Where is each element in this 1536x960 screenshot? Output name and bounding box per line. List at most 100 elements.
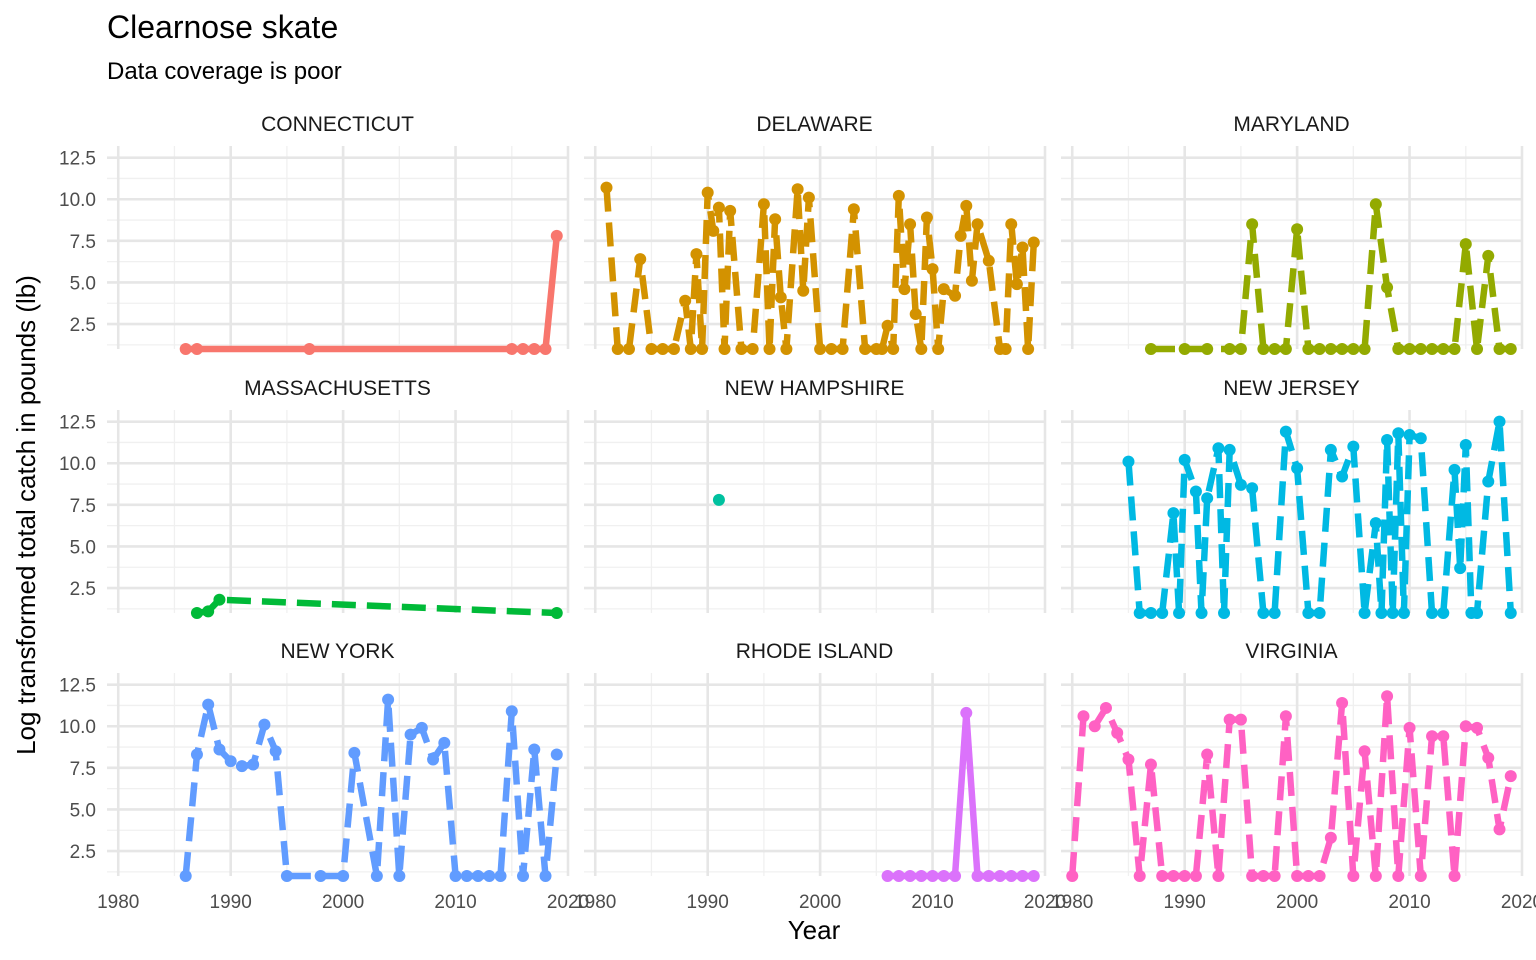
panel-title: DELAWARE — [756, 113, 872, 136]
data-point — [1133, 870, 1146, 882]
data-point — [460, 870, 473, 882]
data-point — [517, 870, 530, 882]
data-point — [438, 736, 451, 749]
data-point — [1027, 870, 1040, 882]
data-point — [1426, 607, 1439, 619]
data-point — [1234, 343, 1247, 355]
data-point — [1022, 343, 1035, 355]
data-point — [1324, 443, 1337, 456]
data-point — [932, 343, 945, 355]
data-point — [1324, 343, 1337, 355]
data-point — [1268, 607, 1281, 619]
data-point — [971, 218, 984, 231]
data-point — [645, 343, 658, 355]
data-point — [1156, 607, 1169, 619]
data-point — [1005, 870, 1018, 882]
data-point — [718, 343, 731, 355]
data-point — [213, 593, 226, 606]
data-point — [427, 753, 440, 766]
data-point — [1246, 482, 1259, 495]
data-point — [949, 870, 962, 882]
y-tick-label: 5.0 — [70, 800, 96, 821]
data-point — [1173, 607, 1186, 619]
data-point — [1448, 870, 1461, 882]
data-point — [1167, 870, 1180, 882]
panel-title: NEW JERSEY — [1223, 377, 1360, 400]
data-point — [1459, 238, 1472, 251]
data-point — [1471, 607, 1484, 619]
data-point — [550, 229, 563, 242]
data-point — [982, 254, 995, 267]
panel-connecticut: CONNECTICUT 2.5 5.0 7.5 10.0 12.5 — [59, 113, 570, 355]
data-point — [881, 319, 894, 332]
data-point — [1257, 870, 1270, 882]
panel-title: VIRGINIA — [1245, 640, 1337, 663]
data-point — [825, 343, 838, 355]
data-point — [1369, 517, 1382, 530]
data-point — [791, 183, 804, 196]
data-point — [1375, 607, 1388, 619]
data-point — [1223, 443, 1236, 456]
x-tick-label: 1990 — [1164, 892, 1206, 913]
data-point — [1482, 751, 1495, 764]
data-point — [926, 263, 939, 276]
data-point — [1291, 223, 1304, 236]
data-point — [920, 211, 933, 224]
data-point — [774, 291, 787, 304]
data-point — [449, 870, 462, 882]
data-point — [1386, 607, 1399, 619]
data-point — [202, 698, 215, 711]
data-point — [1397, 607, 1410, 619]
y-tick-label: 7.5 — [70, 232, 96, 253]
data-point — [634, 253, 647, 266]
x-tick-label: 2000 — [799, 892, 841, 913]
data-point — [797, 284, 810, 297]
data-point — [1195, 607, 1208, 619]
data-point — [1027, 236, 1040, 249]
data-point — [1426, 343, 1439, 355]
data-point — [847, 203, 860, 216]
data-point — [1279, 425, 1292, 438]
y-tick-label: 10.0 — [59, 454, 96, 475]
data-point — [1336, 470, 1349, 483]
y-tick-label: 7.5 — [70, 496, 96, 517]
data-point — [1201, 343, 1214, 355]
data-point — [1369, 198, 1382, 211]
data-point — [1201, 492, 1214, 505]
data-point — [712, 201, 725, 214]
data-point — [1504, 770, 1517, 783]
data-point — [190, 607, 203, 619]
panel-massachusetts: MASSACHUSETTS 2.5 5.0 7.5 10.0 12.5 — [59, 377, 570, 619]
data-point — [746, 343, 759, 355]
data-point — [1246, 870, 1259, 882]
data-point — [1144, 607, 1157, 619]
data-point — [1493, 415, 1506, 428]
panel-title: NEW YORK — [281, 640, 395, 663]
facet-panels: CONNECTICUT 2.5 5.0 7.5 10.0 12.5 DELAWARE MARY… — [59, 113, 1536, 913]
data-point — [937, 870, 950, 882]
data-point — [1437, 343, 1450, 355]
data-point — [1358, 607, 1371, 619]
data-point — [1016, 870, 1029, 882]
data-point — [679, 294, 692, 307]
y-tick-label: 12.5 — [59, 149, 96, 170]
data-point — [1403, 721, 1416, 734]
data-point — [382, 693, 395, 706]
data-point — [769, 213, 782, 226]
x-tick-label: 2000 — [322, 892, 364, 913]
data-point — [303, 343, 316, 355]
data-point — [724, 204, 737, 217]
data-point — [887, 343, 900, 355]
data-point — [1392, 427, 1405, 440]
data-point — [892, 870, 905, 882]
x-tick-label: 1980 — [97, 892, 139, 913]
data-point — [1482, 249, 1495, 262]
data-point — [1189, 485, 1202, 498]
x-tick-label: 2010 — [911, 892, 953, 913]
data-point — [1381, 690, 1394, 703]
data-point — [757, 198, 770, 211]
data-point — [1257, 343, 1270, 355]
data-point — [1454, 562, 1467, 575]
panel-title: RHODE ISLAND — [736, 640, 894, 663]
